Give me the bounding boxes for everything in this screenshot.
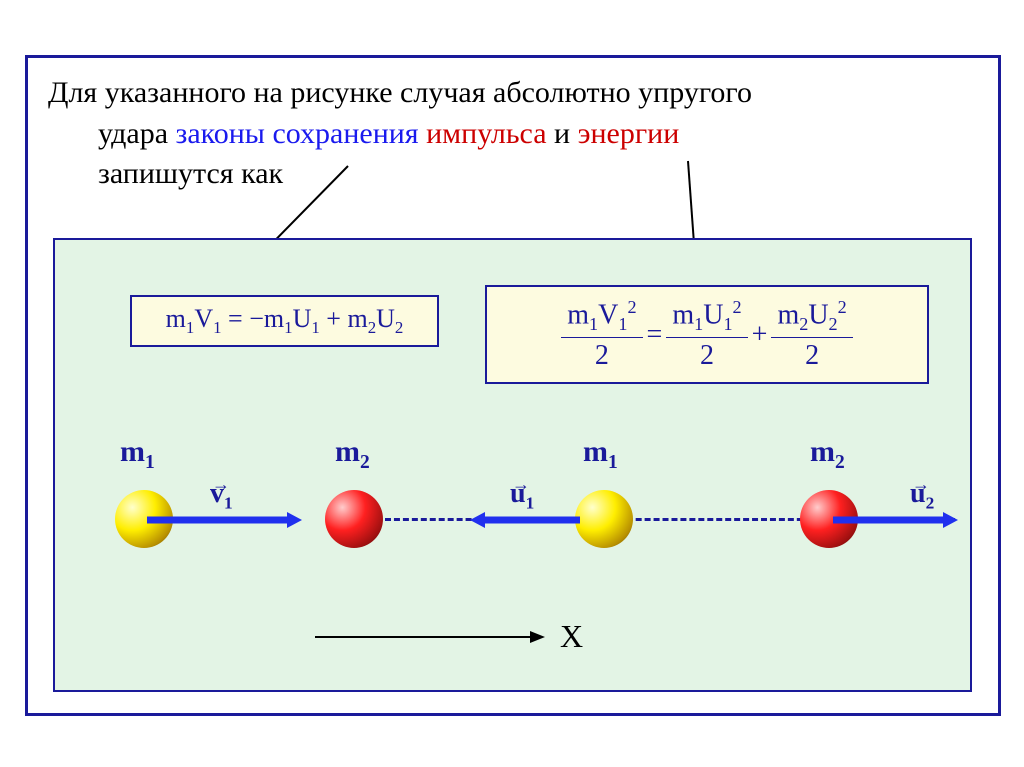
diagram-panel: m1V1 = −m1U1 + m2U2 m1V12 2 = m1U12 2 + … <box>53 238 972 692</box>
momentum-formula: m1V1 = −m1U1 + m2U2 <box>130 295 439 347</box>
title-l2-b: и <box>547 117 578 150</box>
momentum-formula-text: m1V1 = −m1U1 + m2U2 <box>166 304 404 338</box>
label-m2-before: m2 <box>335 435 370 474</box>
energy-plus: + <box>752 319 768 351</box>
label-m1-before: m1 <box>120 435 155 474</box>
energy-term2: m1U12 2 <box>666 297 747 372</box>
vector-u2 <box>833 510 958 530</box>
label-u1: →u1 <box>510 478 534 514</box>
label-u2: →u2 <box>910 478 934 514</box>
label-v1: →v1 <box>210 478 233 514</box>
title-l2-a: удара <box>98 117 176 150</box>
label-m2-after: m2 <box>810 435 845 474</box>
ball-m2-before <box>325 490 383 548</box>
title-l2-red1: импульса <box>426 117 546 150</box>
title-text: Для указанного на рисунке случая абсолют… <box>48 73 968 195</box>
x-axis-label: X <box>560 618 583 655</box>
x-axis-arrow <box>315 628 545 646</box>
ball-m1-after <box>575 490 633 548</box>
label-m1-after: m1 <box>583 435 618 474</box>
energy-term3: m2U22 2 <box>771 297 852 372</box>
outer-frame: Для указанного на рисунке случая абсолют… <box>25 55 1001 716</box>
title-l2-blue: законы сохранения <box>176 117 427 150</box>
title-line1: Для указанного на рисунке случая абсолют… <box>48 76 752 109</box>
energy-formula: m1V12 2 = m1U12 2 + m2U22 2 <box>485 285 929 384</box>
energy-term1: m1V12 2 <box>561 297 642 372</box>
title-l2-red2: энергии <box>578 117 680 150</box>
energy-eq: = <box>647 319 663 351</box>
